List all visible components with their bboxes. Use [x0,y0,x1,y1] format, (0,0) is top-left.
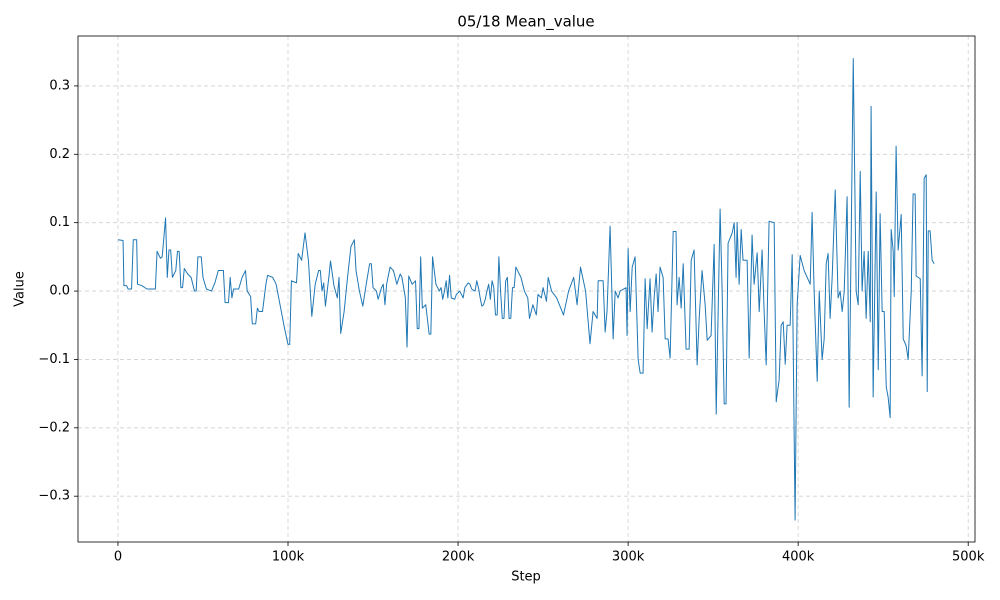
y-tick-label: 0.1 [49,215,70,230]
x-tick-label: 200k [442,550,475,565]
y-tick-label: 0.3 [49,78,70,93]
x-tick-label: 300k [612,550,645,565]
data-line [117,58,935,521]
y-tick-label: −0.2 [38,420,70,435]
x-tick-label: 500k [952,550,985,565]
plot-frame [77,35,976,543]
y-axis-label: Value [13,271,28,307]
x-tick-label: 400k [782,550,815,565]
x-tick-label: 100k [272,550,305,565]
chart-title: 05/18 Mean_value [457,13,594,32]
x-axis-label: Step [511,570,541,585]
y-tick-label: −0.3 [38,489,70,504]
y-tick-label: 0.0 [49,284,70,299]
y-tick-label: −0.1 [38,352,70,367]
y-tick-label: 0.2 [49,147,70,162]
x-tick-label: 0 [114,550,122,565]
